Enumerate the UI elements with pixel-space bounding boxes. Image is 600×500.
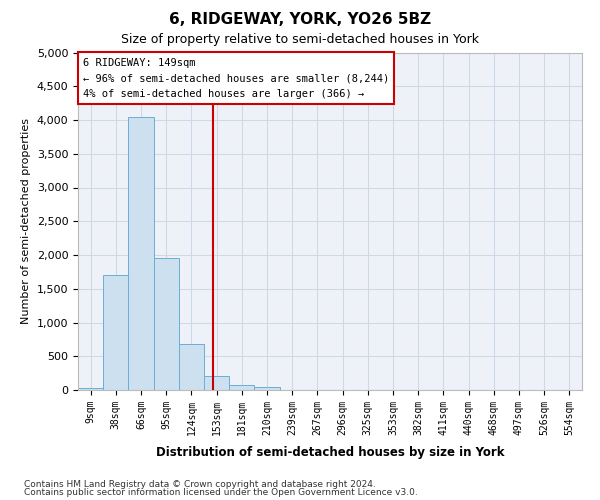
Bar <box>128 116 154 390</box>
Bar <box>229 384 254 390</box>
Text: 6, RIDGEWAY, YORK, YO26 5BZ: 6, RIDGEWAY, YORK, YO26 5BZ <box>169 12 431 28</box>
Bar <box>154 258 179 390</box>
Bar <box>103 275 128 390</box>
Bar <box>179 344 204 390</box>
Text: Size of property relative to semi-detached houses in York: Size of property relative to semi-detach… <box>121 32 479 46</box>
Bar <box>204 376 229 390</box>
Text: 6 RIDGEWAY: 149sqm
← 96% of semi-detached houses are smaller (8,244)
4% of semi-: 6 RIDGEWAY: 149sqm ← 96% of semi-detache… <box>83 58 389 99</box>
Bar <box>254 386 280 390</box>
Bar <box>78 388 103 390</box>
Y-axis label: Number of semi-detached properties: Number of semi-detached properties <box>21 118 31 324</box>
Text: Contains public sector information licensed under the Open Government Licence v3: Contains public sector information licen… <box>24 488 418 497</box>
X-axis label: Distribution of semi-detached houses by size in York: Distribution of semi-detached houses by … <box>156 446 504 459</box>
Text: Contains HM Land Registry data © Crown copyright and database right 2024.: Contains HM Land Registry data © Crown c… <box>24 480 376 489</box>
